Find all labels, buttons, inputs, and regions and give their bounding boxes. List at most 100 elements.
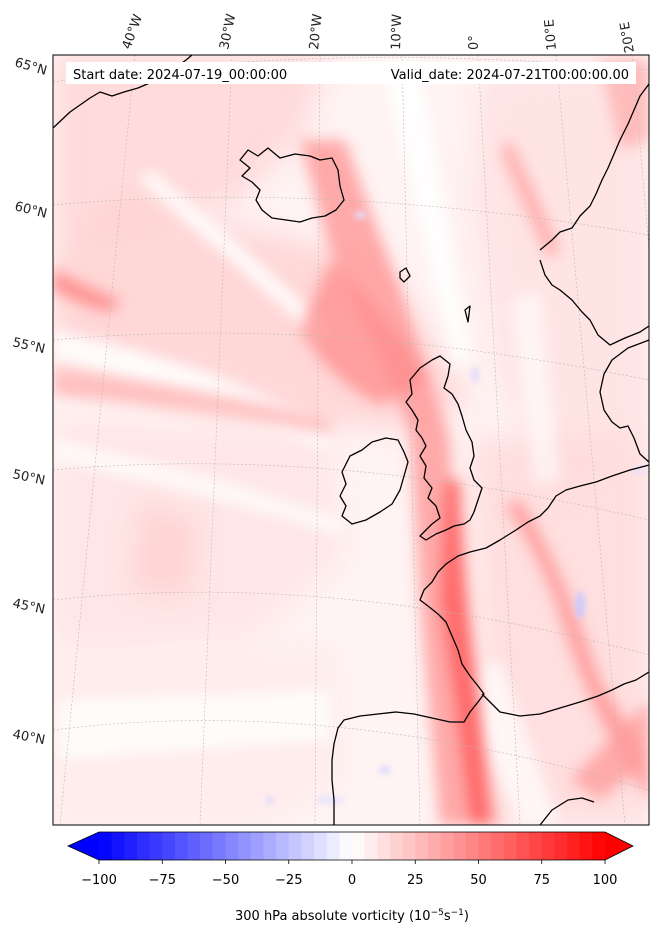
colorbar-tick-label: −75 — [149, 873, 176, 888]
colorbar-tick-label: 50 — [470, 873, 487, 888]
meridian-40w — [59, 55, 136, 825]
vorticity-field — [53, 55, 649, 825]
lon-label-10e: 10°E — [542, 19, 560, 51]
colorbar-cell — [377, 832, 391, 860]
iceland-coast — [239, 147, 345, 223]
colorbar-cell — [554, 832, 568, 860]
meridian-20w — [314, 55, 321, 825]
colorbar-cell — [276, 832, 290, 860]
colorbar-tick-label: 75 — [533, 873, 550, 888]
continental-europe-coast — [331, 464, 649, 825]
colorbar-cell — [402, 832, 416, 860]
ireland-coast — [339, 437, 409, 525]
colorbar-cell — [541, 832, 555, 860]
latitude-axis: 65°N 60°N 55°N 50°N 45°N 40°N — [11, 55, 48, 748]
lat-label-55n: 55°N — [11, 335, 46, 357]
colorbar-cell — [352, 832, 366, 860]
colorbar: −100 −75 −50 −25 0 25 50 75 100 300 hPa absolute… — [67, 831, 634, 924]
colorbar-cell — [187, 832, 201, 860]
parallel-60n — [53, 196, 649, 236]
colorbar-cell — [250, 832, 265, 860]
colorbar-cell — [491, 832, 505, 860]
colorbar-cell — [529, 832, 543, 860]
norway-coast — [539, 83, 649, 251]
meridian-0 — [477, 55, 521, 825]
lat-label-60n: 60°N — [13, 199, 48, 221]
shetland-coast — [464, 305, 471, 323]
header-box — [66, 62, 636, 84]
map-panel: Start date: 2024-07-19_00:00:00 Valid_da… — [52, 54, 650, 826]
coastlines — [53, 55, 649, 825]
colorbar-cell — [149, 832, 163, 860]
colorbar-cell — [592, 832, 606, 860]
colorbar-cell — [453, 832, 467, 860]
start-date-label: Start date: 2024-07-19_00:00:00 — [73, 68, 287, 83]
colorbar-cell — [503, 832, 518, 860]
colorbar-cell — [225, 832, 239, 860]
colorbar-tick-label: −100 — [81, 873, 117, 888]
lat-label-50n: 50°N — [11, 467, 46, 488]
colorbar-cell — [288, 832, 302, 860]
lon-label-0: 0° — [467, 35, 482, 50]
colorbar-cell — [136, 832, 151, 860]
colorbar-cell — [339, 832, 353, 860]
colorbar-cell — [516, 832, 530, 860]
meridian-10w — [401, 55, 421, 825]
colorbar-tick-label: −25 — [275, 873, 302, 888]
meridian-10e — [555, 55, 626, 825]
graticule — [53, 55, 649, 825]
meridian-30w — [199, 55, 233, 825]
colorbar-cell — [314, 832, 328, 860]
colorbar-cell — [111, 832, 125, 860]
colorbar-tick-label: 25 — [407, 873, 424, 888]
lon-label-10w: 10°W — [389, 14, 405, 51]
colorbar-extend-max — [605, 832, 633, 860]
colorbar-extend-min — [68, 832, 99, 860]
faroe-islands-coast — [399, 267, 411, 283]
colorbar-cell — [567, 832, 581, 860]
colorbar-cell — [301, 832, 315, 860]
colorbar-label: 300 hPa absolute vorticity (10−5s−1) — [235, 908, 469, 924]
colorbar-cell — [124, 832, 138, 860]
colorbar-cells — [99, 832, 606, 860]
negative-vorticity-spots — [266, 211, 646, 804]
colorbar-cell — [174, 832, 189, 860]
parallel-40n — [53, 720, 649, 791]
lon-label-20w: 20°W — [307, 13, 326, 50]
colorbar-tick-label: 0 — [348, 873, 356, 888]
lat-label-45n: 45°N — [11, 596, 46, 617]
colorbar-cell — [200, 832, 214, 860]
norway-south-coast — [539, 259, 649, 346]
low-vorticity-layer — [53, 60, 560, 825]
colorbar-cell — [162, 832, 176, 860]
colorbar-cell — [415, 832, 429, 860]
colorbar-cell — [238, 832, 252, 860]
lon-label-30w: 30°W — [217, 12, 239, 50]
lat-label-40n: 40°N — [11, 727, 46, 748]
colorbar-tick-label: 100 — [593, 873, 618, 888]
spain-north-east-coast — [481, 671, 649, 717]
parallel-55n — [53, 332, 649, 381]
colorbar-cell — [212, 832, 227, 860]
colorbar-cell — [440, 832, 454, 860]
colorbar-tick-label: −50 — [212, 873, 239, 888]
colorbar-cell — [465, 832, 480, 860]
colorbar-cell — [99, 832, 113, 860]
colorbar-cell — [263, 832, 277, 860]
lat-label-65n: 65°N — [13, 55, 49, 78]
meridian-20e — [631, 55, 649, 251]
colorbar-cell — [389, 832, 404, 860]
colorbar-cell — [326, 832, 340, 860]
colorbar-cell — [478, 832, 492, 860]
colorbar-cell — [364, 832, 378, 860]
longitude-axis: 40°W 30°W 20°W 10°W 0° 10°E 20°E — [120, 12, 638, 54]
lon-label-20e: 20°E — [618, 21, 638, 54]
colorbar-cell — [579, 832, 593, 860]
great-britain-coast — [405, 355, 483, 541]
colorbar-cell — [427, 832, 442, 860]
mediterranean-coast — [539, 797, 595, 825]
map-frame — [52, 54, 650, 826]
valid-date-label: Valid_date: 2024-07-21T00:00:00.00 — [391, 68, 629, 83]
lon-label-40w: 40°W — [120, 12, 146, 51]
